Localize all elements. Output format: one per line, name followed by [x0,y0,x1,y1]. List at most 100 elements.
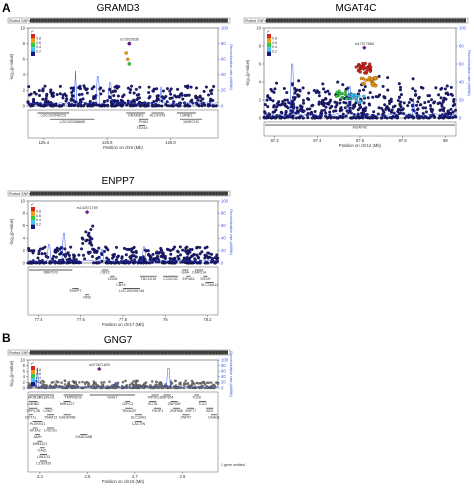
snp-point [274,108,278,112]
snp-point [364,115,368,119]
snp-point-ld [361,77,365,81]
snp-point [138,257,142,261]
panel-gramd3: GRAMD3 Plotted SNPs0246810020406080100-l… [7,3,233,150]
snp-point [334,116,338,120]
y-tick-label: 6 [23,223,26,228]
snp-point [71,380,75,383]
snp-point [99,251,103,255]
snp-point [206,251,210,255]
snp-point [189,260,193,264]
snp-point [423,101,427,105]
snp-point [418,103,422,107]
gene-label: LOC102546229 [41,114,66,118]
snp-point [110,104,114,108]
y2-axis-label: Recombination rate (cM/Mb) [467,50,471,95]
snp-point [164,95,168,99]
snp-point [77,93,81,97]
snp-point [285,91,289,95]
snp-point [181,97,185,101]
snp-point [433,100,437,104]
snp-point [299,107,303,111]
gene-label: AES [206,409,214,413]
snp-point [108,87,112,91]
snp-point [48,261,52,265]
snp-point [73,254,77,258]
snp-point [306,116,310,120]
snp-point [266,95,270,99]
snp-point [55,246,59,250]
snp-point [78,84,82,88]
snp-point [211,384,215,387]
snp-point [88,239,92,243]
r2-legend-title: r² [31,203,34,207]
y-tick-label: 6 [23,57,26,62]
panel-letter-b: B [2,331,11,345]
snp-point [203,253,207,257]
snp-point [322,87,326,91]
snp-point [130,382,133,385]
gene-label: GADD45B [59,415,76,419]
snp-point [449,92,453,96]
gene-label: MARCH3 [183,120,198,124]
snp-point [124,253,128,257]
snp-point [99,92,103,96]
snp-point [198,94,202,98]
snp-point [160,104,164,108]
gene-track-frame [27,391,219,473]
y2-tick-label: 80 [221,363,226,368]
snp-point [451,110,455,114]
y2-tick-label: 40 [221,72,226,77]
snp-point [126,86,130,90]
snp-point [340,108,344,112]
snp-point [263,103,267,107]
snp-point [130,250,134,254]
snp-point [159,382,162,386]
snp-point [266,105,270,109]
snp-point-ld [363,61,368,66]
r2-legend-swatch [267,47,271,52]
snp-point [421,86,425,90]
r2-legend-swatch [31,366,35,370]
y2-tick-label: 20 [221,88,226,93]
snp-point [136,96,140,100]
snp-point [440,86,444,90]
snp-point [61,96,65,100]
snp-point [406,104,410,108]
snp-point [358,89,362,93]
snp-point [87,251,91,255]
snp-point [312,89,316,93]
snp-point [454,108,458,112]
snp-point [413,89,417,93]
snp-point [97,246,101,250]
snp-point [212,84,216,88]
snp-point [270,116,274,120]
snp-point [167,385,170,389]
y2-tick-label: 20 [459,97,464,102]
snp-point [271,99,275,103]
snp-point [88,99,92,103]
snp-point [351,103,355,107]
snp-point [50,104,54,108]
snp-point [186,249,190,253]
snp-point [146,249,150,253]
snp-point [60,246,64,250]
r2-legend-swatch [31,370,35,374]
snp-point [186,86,190,90]
snp-point [120,261,124,265]
snp-point [100,259,104,263]
r2-legend-swatch [31,224,35,229]
snp-point [424,106,428,110]
snp-point [351,116,355,120]
snp-point [267,115,271,119]
snp-point [198,245,202,249]
snp-point [320,100,324,104]
x-tick-label: 78.2 [203,317,212,322]
r2-legend-value: 0.6 [36,214,41,218]
snp-point [412,109,416,113]
snp-point [272,103,276,107]
recombination-rate-line [27,70,219,105]
r2-legend-swatch [267,51,271,56]
gene-label: ZNF57 [180,415,191,419]
snp-point [39,381,42,384]
snp-point [313,116,317,120]
